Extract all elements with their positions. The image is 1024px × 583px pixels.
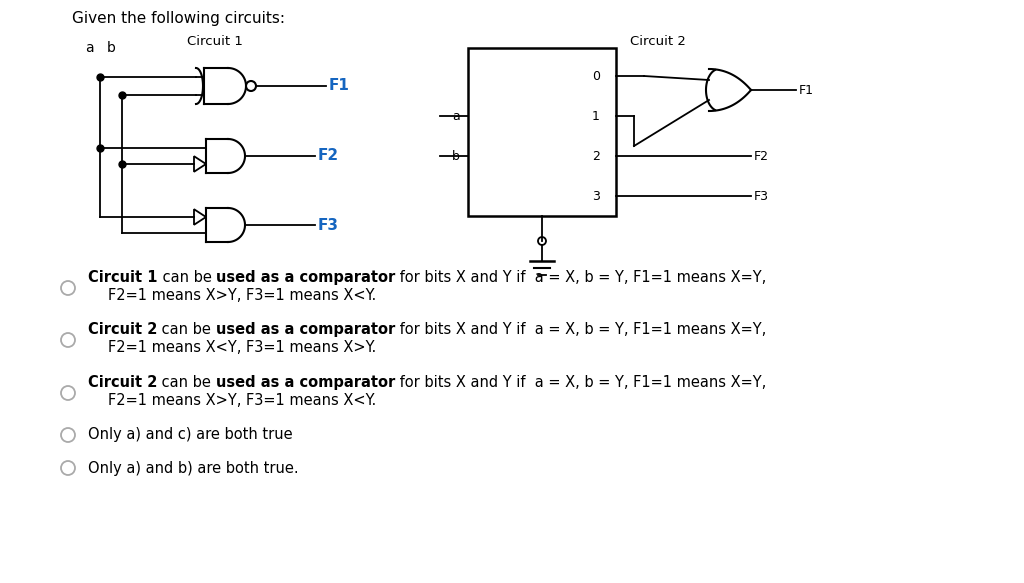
Text: Circuit 1: Circuit 1 xyxy=(187,35,243,48)
Text: b: b xyxy=(108,41,116,55)
Text: 0: 0 xyxy=(592,69,600,83)
Text: Circuit 2: Circuit 2 xyxy=(88,375,158,390)
Text: F2=1 means X>Y, F3=1 means X<Y.: F2=1 means X>Y, F3=1 means X<Y. xyxy=(108,288,376,303)
Text: Circuit 2: Circuit 2 xyxy=(630,35,686,48)
Text: 1: 1 xyxy=(592,110,600,122)
Text: F2: F2 xyxy=(754,149,769,163)
Text: b: b xyxy=(453,149,460,163)
Text: can be: can be xyxy=(158,375,216,390)
Text: used as a comparator: used as a comparator xyxy=(216,270,395,285)
Bar xyxy=(468,48,616,216)
Text: 2: 2 xyxy=(592,149,600,163)
Text: F3: F3 xyxy=(318,217,339,233)
Text: 3: 3 xyxy=(592,189,600,202)
Text: for bits X and Y if  a = X, b = Y, F1=1 means X=Y,: for bits X and Y if a = X, b = Y, F1=1 m… xyxy=(395,270,767,285)
Text: Circuit 2: Circuit 2 xyxy=(88,322,158,337)
Text: F3: F3 xyxy=(754,189,769,202)
Text: F2=1 means X<Y, F3=1 means X>Y.: F2=1 means X<Y, F3=1 means X>Y. xyxy=(108,340,376,355)
Text: F1: F1 xyxy=(329,79,350,93)
Text: used as a comparator: used as a comparator xyxy=(216,322,395,337)
Text: for bits X and Y if  a = X, b = Y, F1=1 means X=Y,: for bits X and Y if a = X, b = Y, F1=1 m… xyxy=(395,375,766,390)
Text: Circuit 1: Circuit 1 xyxy=(88,270,158,285)
Text: a: a xyxy=(453,110,460,122)
Text: can be: can be xyxy=(158,322,216,337)
Text: used as a comparator: used as a comparator xyxy=(216,375,395,390)
Text: F2: F2 xyxy=(318,149,339,163)
Text: Only a) and c) are both true: Only a) and c) are both true xyxy=(88,427,293,442)
Text: for bits X and Y if  a = X, b = Y, F1=1 means X=Y,: for bits X and Y if a = X, b = Y, F1=1 m… xyxy=(395,322,766,337)
Text: F2=1 means X>Y, F3=1 means X<Y.: F2=1 means X>Y, F3=1 means X<Y. xyxy=(108,393,376,408)
Text: Given the following circuits:: Given the following circuits: xyxy=(72,11,285,26)
Text: F1: F1 xyxy=(799,83,814,97)
Text: Only a) and b) are both true.: Only a) and b) are both true. xyxy=(88,461,299,476)
Text: can be: can be xyxy=(158,270,216,285)
Text: a: a xyxy=(85,41,94,55)
